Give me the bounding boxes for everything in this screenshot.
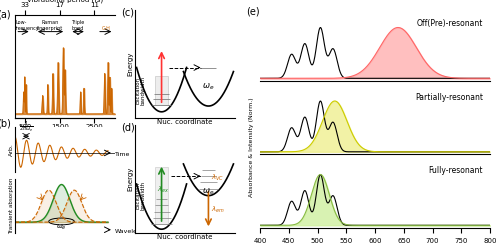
Text: (c): (c) bbox=[121, 8, 134, 18]
Text: Off(Pre)-resonant: Off(Pre)-resonant bbox=[416, 19, 483, 28]
Text: (e): (e) bbox=[246, 7, 260, 17]
Text: Excitation
bandwidth: Excitation bandwidth bbox=[135, 76, 146, 105]
Text: Wavelength: Wavelength bbox=[115, 229, 152, 234]
Text: Absorbance & Intensity (Norm.): Absorbance & Intensity (Norm.) bbox=[249, 97, 254, 197]
Y-axis label: Transient absorption: Transient absorption bbox=[8, 178, 14, 234]
Text: $\lambda_{ex}$: $\lambda_{ex}$ bbox=[157, 185, 170, 195]
Y-axis label: Energy: Energy bbox=[128, 51, 134, 76]
Y-axis label: Arb.: Arb. bbox=[8, 143, 14, 156]
Text: $\lambda_{em}$: $\lambda_{em}$ bbox=[211, 205, 224, 215]
Y-axis label: Energy: Energy bbox=[128, 167, 134, 191]
Text: (a): (a) bbox=[0, 10, 10, 20]
Text: Raman
fingerprint: Raman fingerprint bbox=[38, 20, 64, 31]
X-axis label: Wavenumber (cm⁻¹): Wavenumber (cm⁻¹) bbox=[30, 131, 101, 139]
Text: Triple
bond: Triple bond bbox=[72, 20, 85, 31]
Text: Low-
frequency: Low- frequency bbox=[16, 20, 40, 31]
Text: $\frac{1}{2\pi\omega_e}$: $\frac{1}{2\pi\omega_e}$ bbox=[18, 120, 33, 135]
Text: (d): (d) bbox=[121, 123, 135, 133]
Text: Fully-resonant: Fully-resonant bbox=[428, 166, 483, 175]
Text: Excitation
bandwidth: Excitation bandwidth bbox=[135, 181, 146, 210]
FancyBboxPatch shape bbox=[156, 167, 168, 224]
Text: C-H: C-H bbox=[102, 26, 110, 31]
FancyBboxPatch shape bbox=[156, 76, 168, 105]
X-axis label: Vibrational period (fs): Vibrational period (fs) bbox=[27, 0, 103, 2]
Text: $\omega_e$: $\omega_e$ bbox=[202, 82, 214, 92]
Text: $\omega_e$: $\omega_e$ bbox=[56, 223, 67, 232]
Text: Time: Time bbox=[115, 152, 130, 157]
Text: $\omega_e$: $\omega_e$ bbox=[202, 187, 214, 197]
X-axis label: Nuc. coordinate: Nuc. coordinate bbox=[158, 119, 212, 125]
Text: Partially-resonant: Partially-resonant bbox=[415, 93, 483, 102]
Text: $\lambda_{VC}$: $\lambda_{VC}$ bbox=[211, 173, 224, 183]
X-axis label: Nuc. coordinate: Nuc. coordinate bbox=[158, 234, 212, 240]
Text: (b): (b) bbox=[0, 119, 11, 129]
